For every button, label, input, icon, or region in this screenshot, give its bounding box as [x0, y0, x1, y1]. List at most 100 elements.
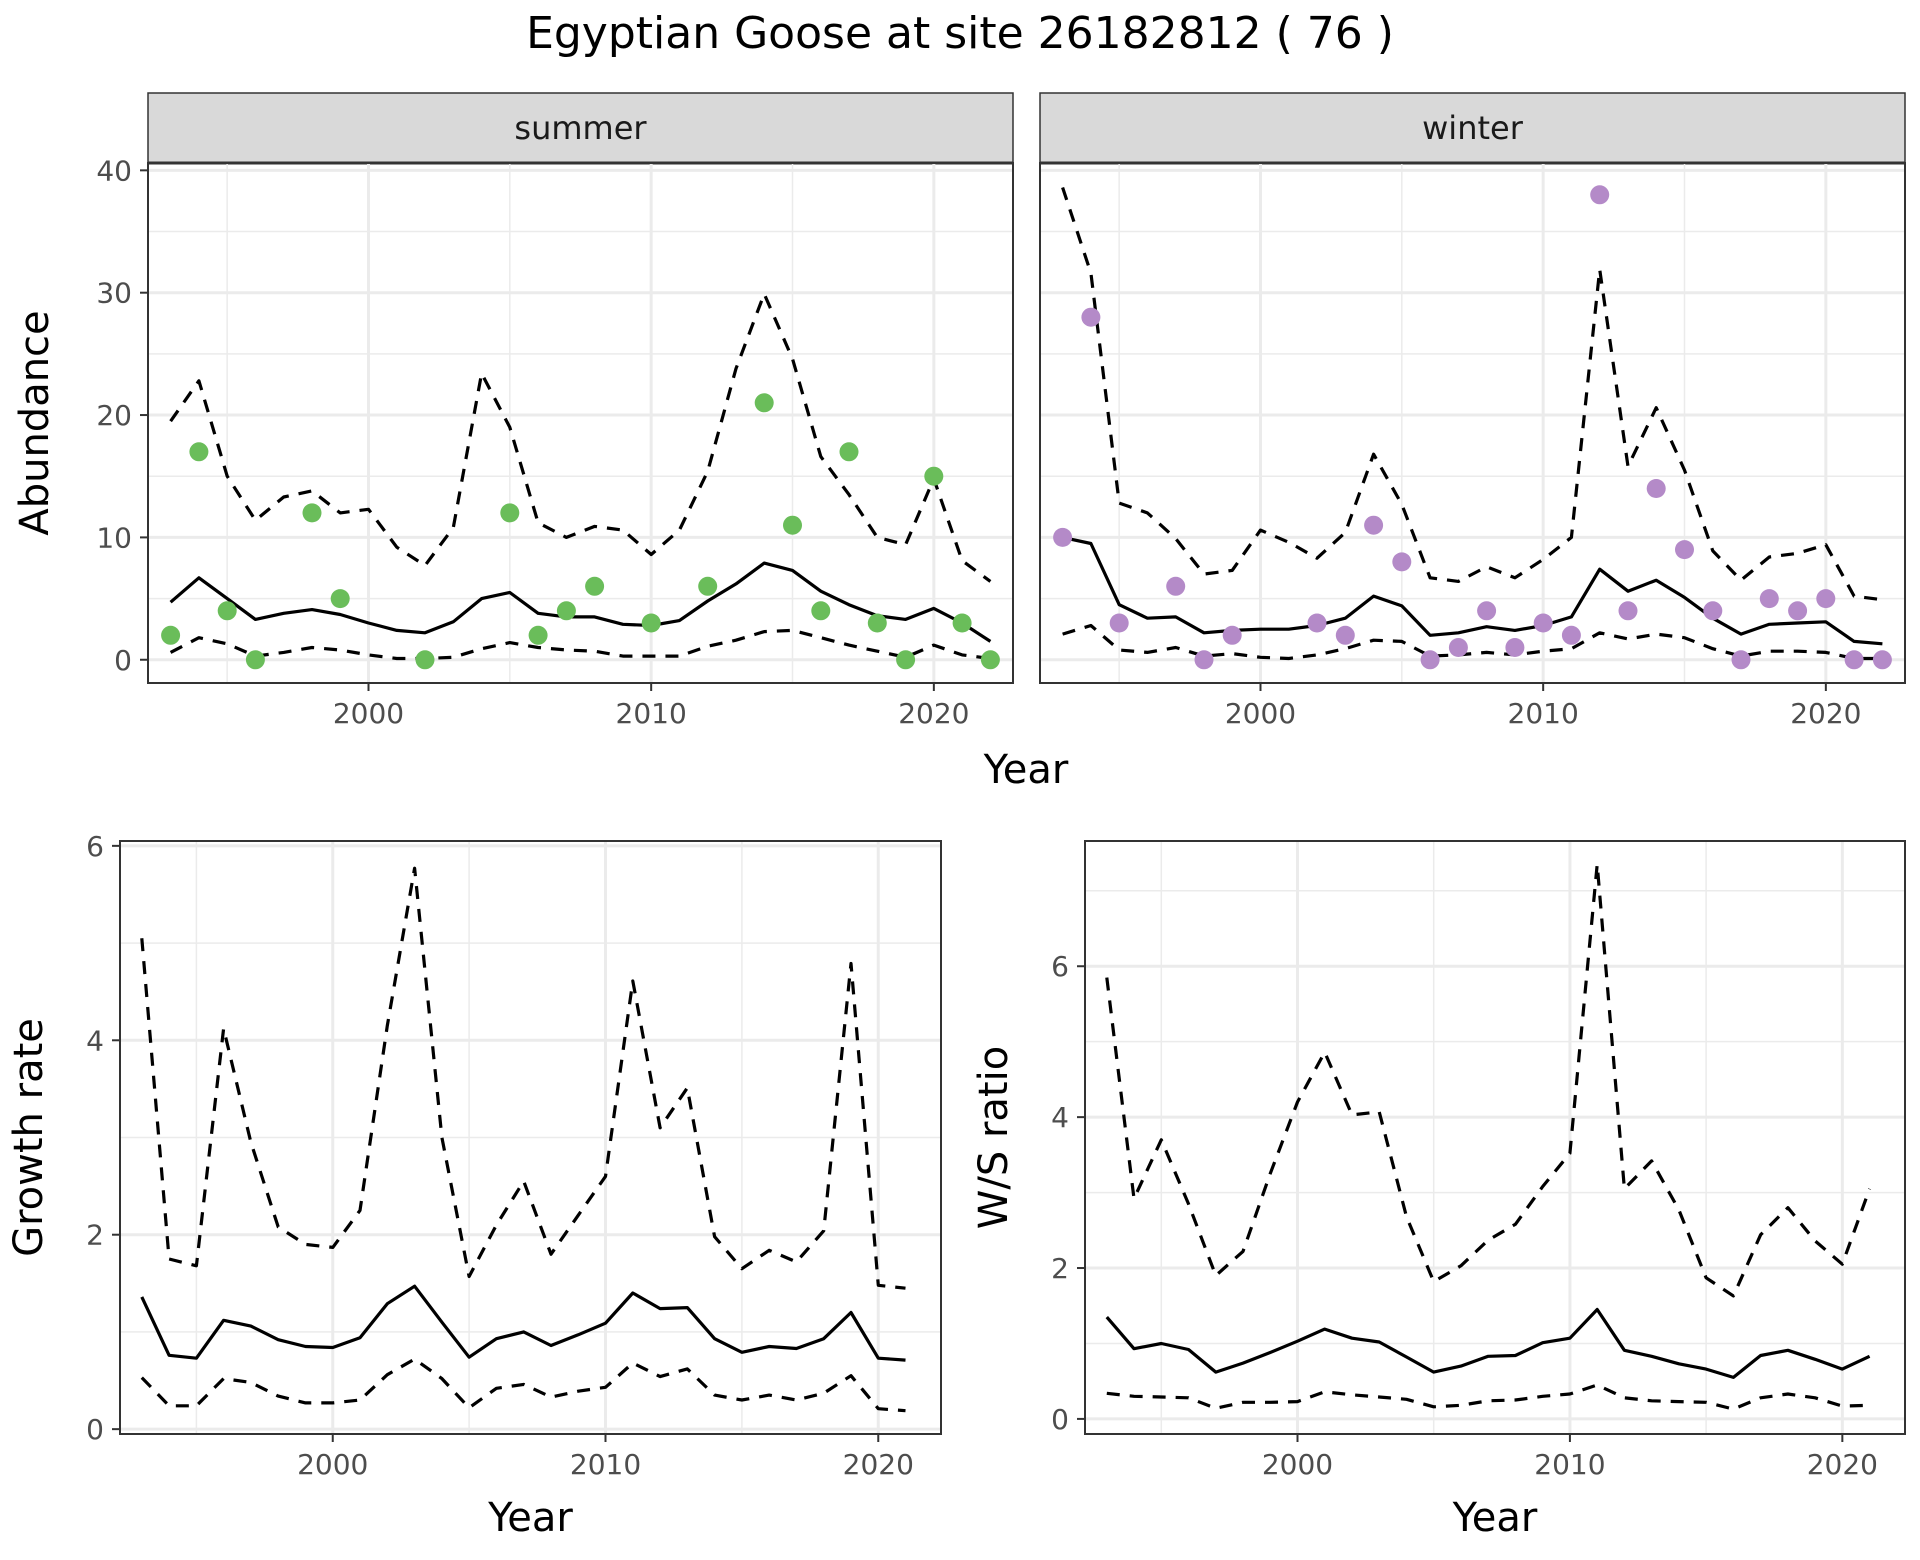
- data-point: [1646, 479, 1666, 498]
- data-point: [1166, 576, 1186, 596]
- data-point: [528, 625, 548, 645]
- data-point: [330, 589, 350, 609]
- data-point: [189, 442, 209, 462]
- data-point: [1675, 540, 1694, 560]
- data-point: [161, 625, 181, 645]
- data-point: [952, 613, 972, 633]
- data-point: [1590, 185, 1610, 205]
- data-point: [1194, 650, 1214, 670]
- panel-border: [1039, 162, 1906, 684]
- y-tick-label: 20: [96, 399, 132, 432]
- data-point: [1561, 625, 1581, 645]
- series-line-lower: [1106, 1383, 1870, 1411]
- series-line-lower: [169, 628, 991, 661]
- y-tick-label: 4: [86, 1024, 104, 1057]
- y-tick-label: 0: [1051, 1403, 1069, 1436]
- data-point: [924, 466, 944, 486]
- data-point: [1477, 601, 1497, 621]
- x-tick-label: 2020: [898, 697, 969, 730]
- x-tick-label: 2010: [1508, 697, 1579, 730]
- series-line-upper: [169, 292, 992, 583]
- x-axis-title: Year: [487, 1495, 573, 1541]
- series-line-estimate: [169, 561, 992, 643]
- series: [140, 866, 906, 1413]
- data-point: [867, 613, 887, 633]
- series-line-estimate: [1062, 535, 1883, 646]
- y-tick-label: 2: [86, 1219, 104, 1252]
- facet-strip: [1039, 92, 1906, 164]
- grid: [120, 841, 941, 1434]
- data-point: [1081, 307, 1101, 327]
- data-point: [1420, 650, 1440, 670]
- data-point: [1788, 601, 1808, 621]
- y-axis-title: W/S ratio: [971, 1046, 1017, 1229]
- y-tick-label: 0: [114, 644, 132, 677]
- y-axis-title: Growth rate: [6, 1018, 52, 1257]
- panel-ws-ratio: 2000 2010 2020 0 2 4 6 W/S ratio Year: [971, 840, 1906, 1541]
- x-tick-label: 2000: [1225, 697, 1296, 730]
- series-line-estimate: [140, 1284, 906, 1362]
- series-line-lower: [140, 1357, 906, 1413]
- x-tick-label: 2020: [1807, 1448, 1878, 1481]
- data-point: [217, 601, 237, 621]
- data-point: [980, 650, 1000, 670]
- series-line-upper: [1105, 862, 1872, 1298]
- x-tick-label: 2020: [843, 1448, 914, 1481]
- panel-abundance-winter: winter 2000 2010 2020: [1039, 92, 1906, 730]
- data-point: [415, 650, 435, 670]
- x-tick-label: 2010: [570, 1448, 641, 1481]
- data-point: [1109, 613, 1129, 633]
- x-tick-label: 2000: [297, 1448, 368, 1481]
- panel-abundance-summer: summer 2000 2010 2020 0 10 20 30 40 Abundance: [12, 92, 1014, 730]
- y-tick-label: 40: [96, 154, 132, 187]
- series: [169, 292, 992, 661]
- grid: [1085, 841, 1905, 1434]
- data-point: [1816, 589, 1836, 609]
- y-tick-label: 4: [1051, 1101, 1069, 1134]
- panel-growth-rate: 2000 2010 2020 0 2 4 6 Growth rate Year: [6, 830, 942, 1541]
- data-point: [896, 650, 916, 670]
- panel-border: [1084, 840, 1906, 1435]
- data-point: [1335, 625, 1355, 645]
- data-point: [1307, 613, 1327, 633]
- data-points: [161, 393, 1000, 670]
- x-tick-label: 2010: [616, 697, 687, 730]
- data-point: [585, 576, 605, 596]
- data-point: [556, 601, 576, 621]
- data-point: [698, 576, 718, 596]
- y-tick-label: 10: [96, 521, 132, 554]
- y-tick-label: 6: [86, 830, 104, 863]
- data-point: [811, 601, 831, 621]
- data-point: [1533, 613, 1553, 633]
- data-point: [1703, 601, 1723, 621]
- data-point: [1222, 625, 1242, 645]
- data-point: [1364, 515, 1384, 535]
- data-point: [1759, 589, 1779, 609]
- series-line-upper: [1061, 186, 1883, 602]
- x-tick-label: 2010: [1534, 1448, 1605, 1481]
- data-point: [302, 503, 322, 523]
- data-point: [1731, 650, 1751, 670]
- series: [1105, 862, 1872, 1411]
- panel-border: [119, 840, 942, 1435]
- data-point: [1872, 650, 1892, 670]
- y-axis-title: Abundance: [12, 310, 58, 535]
- facet-strip: [147, 92, 1014, 164]
- data-point: [754, 393, 774, 413]
- series-line-upper: [140, 866, 906, 1290]
- grid: [148, 163, 1013, 683]
- data-point: [1505, 638, 1525, 657]
- x-tick-label: 2000: [333, 697, 404, 730]
- data-point: [839, 442, 859, 462]
- facet-label-summer: summer: [514, 109, 647, 147]
- y-tick-label: 6: [1051, 950, 1069, 983]
- panel-border: [147, 162, 1014, 684]
- data-point: [1618, 601, 1638, 621]
- series-line-estimate: [1105, 1307, 1871, 1379]
- facet-label-winter: winter: [1422, 109, 1524, 147]
- y-tick-label: 2: [1051, 1252, 1069, 1285]
- data-point: [1844, 650, 1864, 670]
- data-point: [783, 515, 802, 535]
